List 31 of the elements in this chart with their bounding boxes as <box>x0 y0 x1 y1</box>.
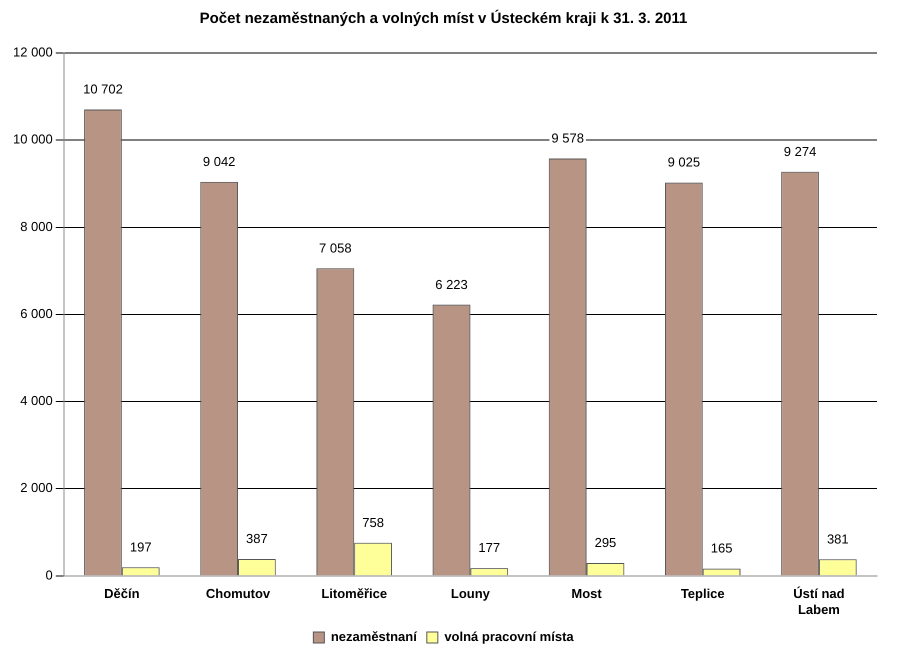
x-tick-label: Ústí nad Labem <box>793 586 845 617</box>
x-tick-label: Louny <box>450 586 491 602</box>
x-tick-label: Teplice <box>680 586 725 602</box>
y-tick-label: 2 000 <box>20 480 53 496</box>
data-label: 9 042 <box>202 154 236 169</box>
chart-title: Počet nezaměstnaných a volných míst v Ústeckém kraji k 31. 3. 2011 <box>200 9 688 28</box>
data-label: 10 702 <box>83 82 123 97</box>
data-label: 758 <box>362 514 384 530</box>
data-label: 387 <box>246 531 268 546</box>
data-label: 197 <box>130 539 152 554</box>
y-tick-label: 10 000 <box>12 132 53 147</box>
legend-label: volná pracovní místa <box>444 629 574 644</box>
data-label: 7 058 <box>319 240 352 256</box>
data-label: 6 223 <box>435 276 468 292</box>
legend-label: nezaměstnaní <box>330 629 418 644</box>
y-tick-label: 6 000 <box>20 306 53 321</box>
x-tick-label: Litoměřice <box>321 586 388 602</box>
y-tick-label: 4 000 <box>20 393 53 408</box>
data-label: 9 274 <box>784 144 816 159</box>
data-label: 9 578 <box>551 130 584 146</box>
data-label: 381 <box>826 531 849 546</box>
x-tick-label: Most <box>571 586 602 602</box>
x-tick-label: Chomutov <box>206 586 271 602</box>
y-tick-label: 12 000 <box>12 44 53 60</box>
y-tick-label: 0 <box>46 567 53 582</box>
data-label: 9 025 <box>668 154 700 170</box>
data-label: 165 <box>710 540 732 556</box>
x-tick-label: Děčín <box>104 586 140 602</box>
data-label: 295 <box>594 535 616 550</box>
y-tick-label: 8 000 <box>20 218 53 234</box>
data-label: 177 <box>478 540 500 556</box>
